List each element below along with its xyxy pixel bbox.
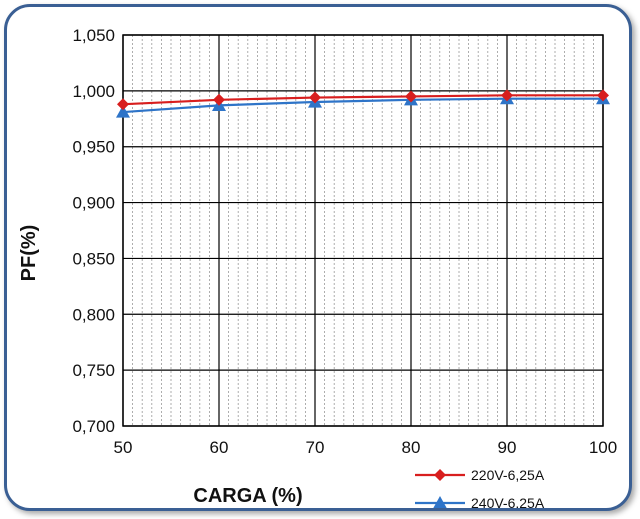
- series-line: [122, 94, 603, 106]
- y-tick-label: 0,850: [72, 249, 115, 268]
- x-axis-title: CARGA (%): [193, 485, 302, 507]
- y-tick-label: 1,050: [72, 26, 115, 45]
- minor-grid: [132, 35, 594, 426]
- x-tick-label: 100: [589, 438, 617, 457]
- y-tick-label: 0,700: [72, 417, 115, 436]
- x-tick-label: 70: [306, 438, 325, 457]
- y-tick-label: 0,900: [72, 194, 115, 213]
- x-tick-label: 50: [114, 438, 133, 457]
- data-point: [213, 93, 225, 106]
- data-point: [405, 90, 417, 103]
- y-tick-labels: 0,700 0,750 0,800 0,850 0,900 0,950 1,000 1,050: [72, 26, 115, 436]
- legend-marker: [433, 496, 447, 508]
- legend-marker: [434, 469, 446, 481]
- y-tick-label: 1,000: [72, 82, 115, 101]
- y-axis-title: PF(%): [18, 225, 40, 282]
- y-tick-label: 0,800: [72, 305, 115, 324]
- data-point: [116, 105, 130, 118]
- x-tick-labels: 50 60 70 80 90 100: [114, 438, 618, 457]
- legend-label: 240V-6,25A: [471, 495, 545, 511]
- series-line: [122, 97, 603, 114]
- line-chart: 0,700 0,750 0,800 0,850 0,900 0,950 1,000 1,050…: [18, 26, 618, 511]
- data-point: [501, 89, 513, 102]
- data-point: [597, 89, 609, 102]
- y-tick-label: 0,950: [72, 138, 115, 157]
- x-tick-label: 80: [402, 438, 421, 457]
- x-tick-label: 90: [498, 438, 517, 457]
- legend: 220V-6,25A 240V-6,25A: [415, 467, 545, 511]
- data-point: [309, 91, 321, 104]
- data-point: [117, 98, 129, 111]
- x-tick-label: 60: [210, 438, 229, 457]
- series-layer: [116, 89, 610, 118]
- chart-frame: 0,700 0,750 0,800 0,850 0,900 0,950 1,000 1,050…: [4, 4, 632, 511]
- legend-label: 220V-6,25A: [471, 467, 545, 483]
- y-tick-label: 0,750: [72, 361, 115, 380]
- plot-border: [122, 34, 604, 427]
- axes: [122, 34, 604, 427]
